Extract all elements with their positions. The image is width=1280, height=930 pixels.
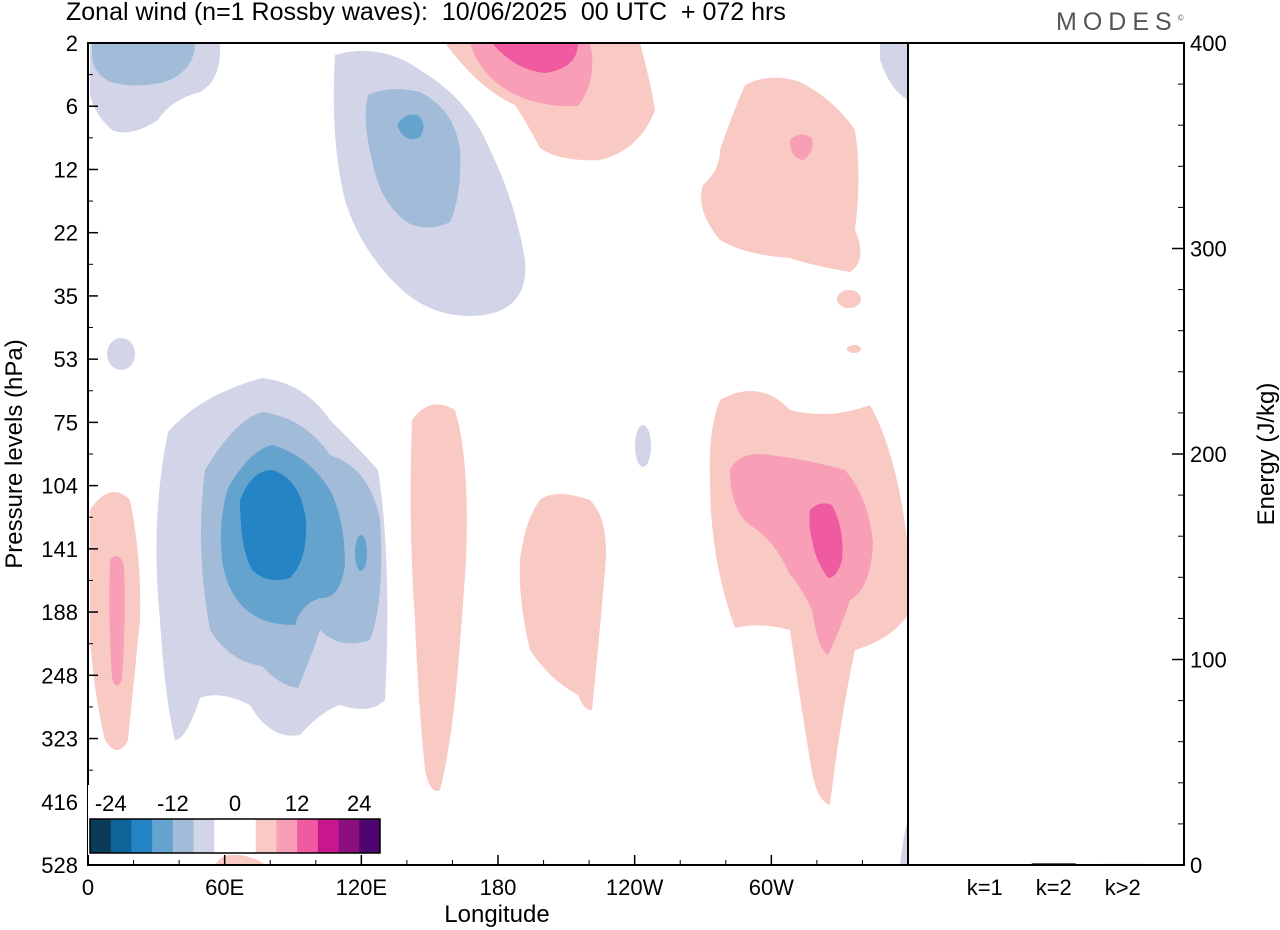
x-tick-label: 120W	[606, 875, 664, 900]
contour-pos-1-upperright	[701, 77, 861, 272]
y-tick-label: 35	[54, 284, 78, 309]
y-tick-label: 6	[66, 94, 78, 119]
energy-tick-label: 200	[1190, 442, 1227, 467]
energy-bar	[962, 864, 1007, 866]
colorbar-frame	[89, 818, 381, 854]
x-tick-label: 0	[82, 875, 94, 900]
x-tick-label: 120E	[336, 875, 387, 900]
energy-bar	[1100, 863, 1145, 866]
energy-tick-label: 100	[1190, 648, 1227, 673]
energy-axis-title: Energy (J/kg)	[1253, 383, 1280, 526]
y-tick-label: 416	[41, 790, 78, 815]
y-axis-ticks: 2 6 12 22 35 53 75 104 141 188 248 323 416 528	[41, 31, 98, 878]
colorbar-swatch	[255, 819, 277, 853]
modes-logo: MODES©	[1056, 8, 1184, 37]
y-tick-label: 12	[54, 157, 78, 182]
contour-pos-2-leftedge	[109, 556, 125, 686]
energy-tick-label: 0	[1190, 853, 1202, 878]
y-tick-label: 22	[54, 221, 78, 246]
x-axis-ticks: 0 60E 120E 180 120W 60W	[82, 855, 863, 900]
y-tick-label: 53	[54, 347, 78, 372]
energy-category-label: k>2	[1105, 875, 1141, 900]
energy-bar	[1031, 863, 1076, 865]
y-tick-label: 75	[54, 410, 78, 435]
colorbar-swatch	[131, 819, 153, 853]
colorbar-swatch	[90, 819, 112, 853]
colorbar-swatch	[276, 819, 298, 853]
colorbar-swatch	[297, 819, 319, 853]
y-tick-label: 104	[41, 474, 78, 499]
energy-bars: k=1 k=2 k>2	[962, 863, 1145, 900]
y-tick-label: 2	[66, 31, 78, 56]
x-tick-label: 60W	[749, 875, 794, 900]
contour-pos-1-col180	[410, 404, 467, 791]
colorbar-swatch	[193, 819, 215, 853]
colorbar-label: -12	[157, 791, 189, 816]
contour-neg-2-upper	[365, 89, 461, 228]
contour-pos-3-lowerright	[809, 503, 843, 578]
contour-neg-top-right	[880, 43, 908, 100]
contour-pos-bottom-edge	[215, 854, 265, 865]
energy-category-label: k=2	[1036, 875, 1072, 900]
contour-pos-spot-53	[847, 345, 861, 353]
y-tick-label: 323	[41, 727, 78, 752]
colorbar-swatch	[338, 819, 360, 853]
energy-tick-label: 400	[1190, 31, 1227, 56]
colorbar-label: -24	[95, 791, 127, 816]
colorbar-swatch	[152, 819, 174, 853]
colorbar-swatch	[172, 819, 195, 853]
energy-plot-frame	[907, 42, 1185, 866]
colorbar-label: 0	[229, 791, 241, 816]
y-tick-label: 528	[41, 853, 78, 878]
energy-tick-label: 300	[1190, 237, 1227, 262]
contour-neg-4-lower	[240, 470, 307, 581]
colorbar-swatch	[359, 819, 381, 853]
contour-neg-spot-75	[635, 425, 651, 467]
contour-pos-1-col150w	[519, 494, 606, 711]
colorbar: -24 -12 0 12 24	[88, 785, 382, 855]
energy-category-label: k=1	[967, 875, 1003, 900]
y-tick-label: 188	[41, 600, 78, 625]
colorbar-swatch	[317, 819, 340, 853]
colorbar-swatch	[214, 819, 236, 853]
y-axis-title: Pressure levels (hPa)	[1, 339, 28, 568]
colorbar-swatch	[235, 819, 257, 853]
contour-neg-bottom-right	[900, 820, 908, 865]
x-axis-title: Longitude	[444, 901, 549, 928]
y-tick-label: 141	[41, 537, 78, 562]
chart-title: Zonal wind (n=1 Rossby waves): 10/06/202…	[66, 0, 786, 26]
colorbar-swatch	[110, 819, 132, 853]
contour-pos-2-lowerright	[730, 454, 873, 655]
contour-neg-2-topleft	[92, 43, 195, 86]
colorbar-label: 12	[285, 791, 309, 816]
contour-field	[90, 43, 908, 865]
contour-pos-2-upperright	[790, 134, 813, 160]
contour-pos-spot-35	[837, 290, 861, 308]
y-tick-label: 248	[41, 663, 78, 688]
x-tick-label: 180	[480, 875, 517, 900]
energy-axis: 0 100 200 300 400	[1172, 31, 1227, 878]
colorbar-label: 24	[347, 791, 371, 816]
contour-pos-3-top	[492, 43, 578, 73]
logo-text: MODES	[1056, 8, 1178, 36]
contour-neg-spot-141	[355, 535, 367, 571]
contour-neg-3-upper	[397, 114, 424, 140]
x-tick-label: 60E	[205, 875, 244, 900]
contour-neg-spot-53	[107, 338, 135, 370]
copyright-mark: ©	[1177, 13, 1184, 23]
